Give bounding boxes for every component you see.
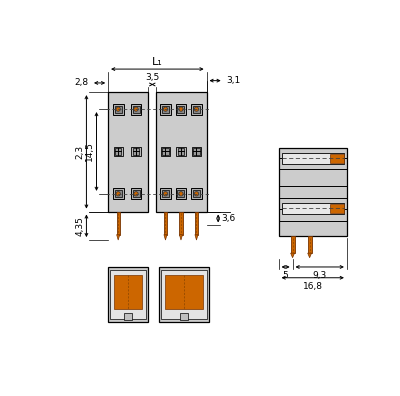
Bar xyxy=(114,275,142,308)
Circle shape xyxy=(116,192,120,196)
Bar xyxy=(131,188,142,199)
Circle shape xyxy=(134,107,138,111)
Bar xyxy=(193,190,200,197)
Text: 3,5: 3,5 xyxy=(145,73,160,82)
Polygon shape xyxy=(195,234,198,240)
Bar xyxy=(124,313,132,320)
Bar xyxy=(161,147,170,156)
Bar xyxy=(162,190,169,197)
Circle shape xyxy=(116,107,120,111)
Text: 5: 5 xyxy=(283,271,288,280)
Bar xyxy=(176,188,186,199)
Bar xyxy=(178,190,184,197)
Bar xyxy=(279,148,347,236)
Bar xyxy=(132,190,140,197)
Bar xyxy=(180,313,188,320)
Bar xyxy=(178,148,184,154)
Circle shape xyxy=(179,107,183,111)
Circle shape xyxy=(163,107,168,111)
Text: L₁: L₁ xyxy=(152,57,163,67)
Circle shape xyxy=(194,192,199,196)
Bar xyxy=(176,104,186,114)
Polygon shape xyxy=(291,253,294,258)
Polygon shape xyxy=(117,234,120,240)
Bar xyxy=(176,147,186,156)
Text: 2,3: 2,3 xyxy=(75,145,84,159)
Bar xyxy=(115,190,122,197)
Bar xyxy=(115,106,122,112)
Circle shape xyxy=(194,107,199,111)
Bar xyxy=(160,104,171,114)
Bar xyxy=(330,204,344,213)
Polygon shape xyxy=(308,253,312,258)
Text: 9,3: 9,3 xyxy=(312,271,327,280)
Bar xyxy=(131,104,142,114)
Bar xyxy=(115,148,121,154)
Bar xyxy=(193,106,200,112)
Circle shape xyxy=(134,192,138,196)
Bar xyxy=(195,211,198,234)
Bar xyxy=(308,236,312,253)
Polygon shape xyxy=(180,234,182,240)
Bar xyxy=(330,154,344,163)
Bar xyxy=(113,188,124,199)
Bar xyxy=(160,188,171,199)
Bar xyxy=(110,270,146,319)
Bar xyxy=(192,147,201,156)
Text: 2,8: 2,8 xyxy=(75,78,89,88)
Circle shape xyxy=(179,192,183,196)
Text: 16,8: 16,8 xyxy=(303,282,323,291)
Bar xyxy=(108,267,148,322)
Bar xyxy=(282,203,344,214)
Bar xyxy=(132,106,140,112)
Bar xyxy=(133,148,139,154)
Text: 4,35: 4,35 xyxy=(75,216,84,236)
Bar xyxy=(131,147,141,156)
Text: 3,6: 3,6 xyxy=(221,214,236,223)
Bar xyxy=(164,211,167,234)
Bar xyxy=(114,147,123,156)
Bar xyxy=(191,104,202,114)
Bar xyxy=(180,211,182,234)
Bar xyxy=(193,148,200,154)
Bar xyxy=(162,106,169,112)
Bar xyxy=(191,188,202,199)
Bar xyxy=(156,92,206,211)
Bar xyxy=(158,267,209,322)
Bar xyxy=(178,106,184,112)
Bar xyxy=(282,153,344,164)
Text: 3,1: 3,1 xyxy=(226,76,240,85)
Text: 14,5: 14,5 xyxy=(85,141,94,162)
Bar xyxy=(108,92,148,211)
Bar xyxy=(165,275,203,308)
Circle shape xyxy=(163,192,168,196)
Polygon shape xyxy=(164,234,167,240)
Bar xyxy=(162,148,168,154)
Bar xyxy=(113,104,124,114)
Bar xyxy=(117,211,120,234)
Bar xyxy=(161,270,206,319)
Bar xyxy=(291,236,294,253)
